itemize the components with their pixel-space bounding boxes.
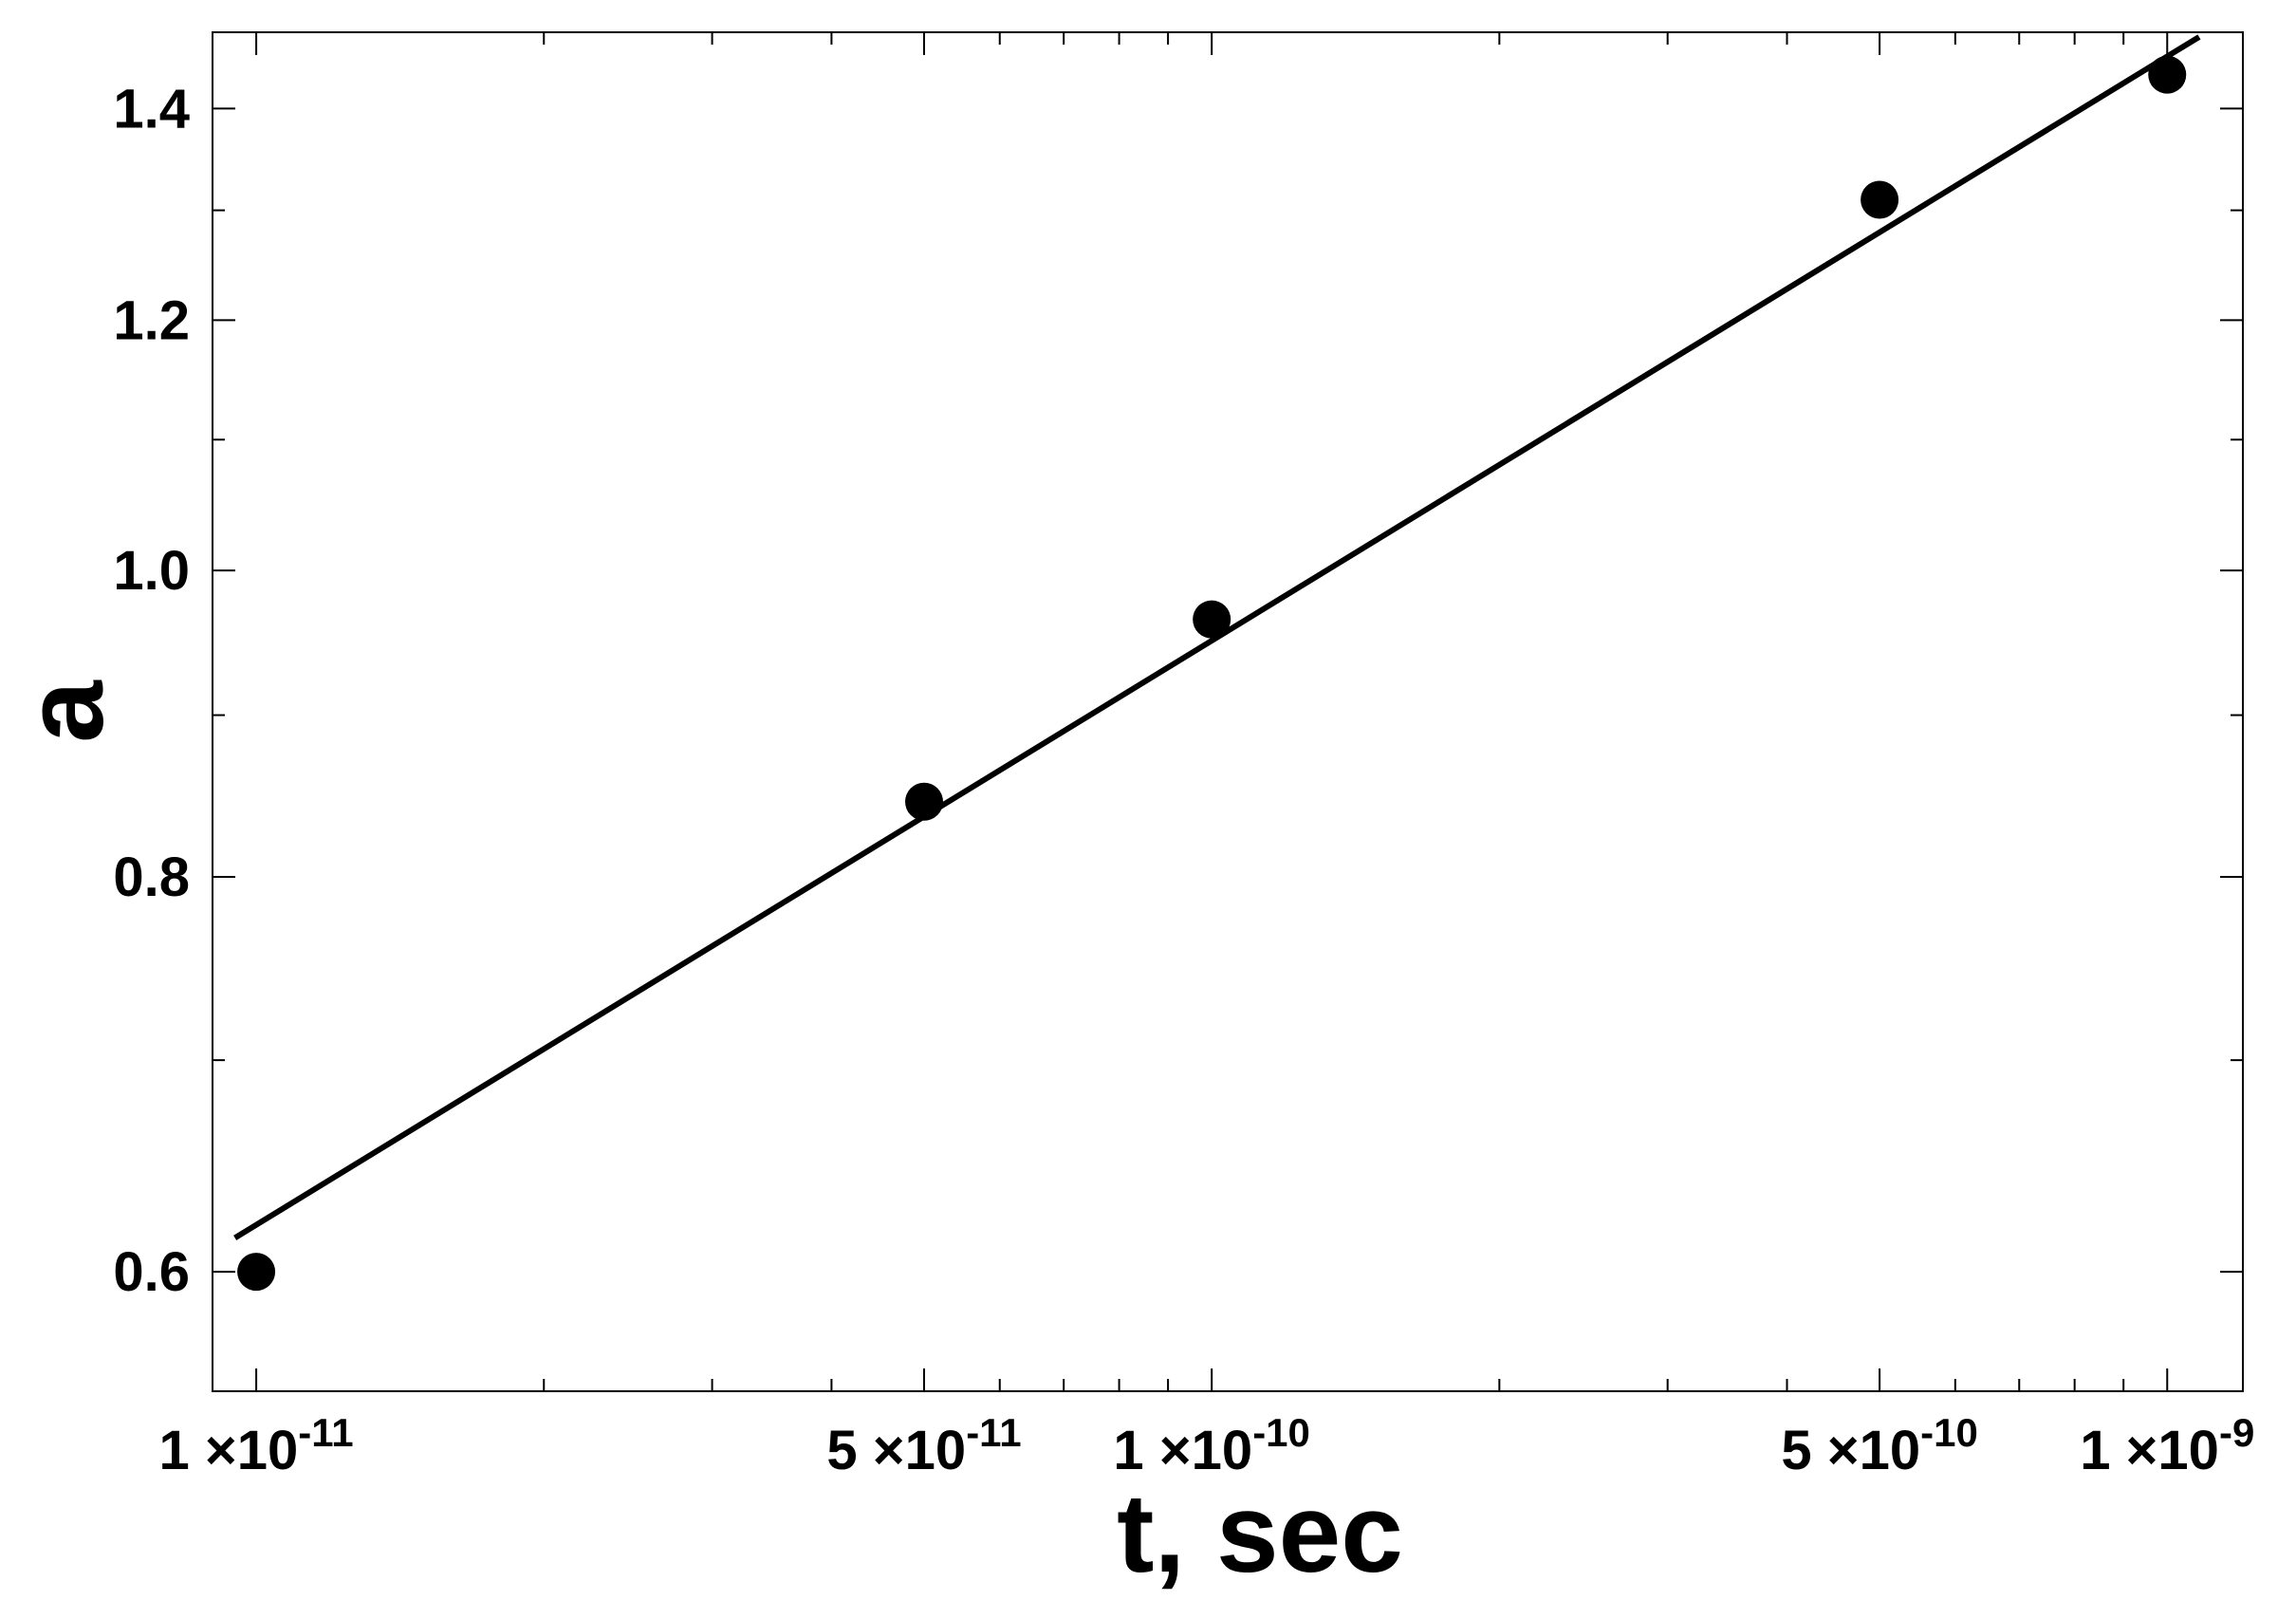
- x-tick-label: 1 ×10-11: [159, 1410, 354, 1481]
- y-tick-label: 1.2: [113, 289, 190, 351]
- data-point: [1193, 600, 1231, 639]
- plot-frame: [212, 31, 2244, 1392]
- x-tick-label: 5 ×10-11: [826, 1410, 1021, 1481]
- data-point: [905, 782, 944, 821]
- x-tick-label: 1 ×10-10: [1113, 1410, 1309, 1481]
- y-tick-labels: 0.6 0.8 1.0 1.2 1.4: [113, 78, 190, 1303]
- y-axis-label: a: [2, 679, 127, 743]
- data-point: [237, 1253, 276, 1292]
- y-tick-label: 0.8: [113, 847, 190, 908]
- tick-marks: [212, 32, 2243, 1391]
- y-tick-label: 0.6: [113, 1241, 190, 1303]
- x-tick-label: 1 ×10-9: [2080, 1410, 2254, 1481]
- data-layer: [233, 34, 2201, 1292]
- data-point: [1861, 180, 1899, 219]
- data-point: [2148, 55, 2187, 94]
- y-tick-label: 1.4: [113, 78, 190, 140]
- y-tick-label: 1.0: [113, 540, 190, 602]
- x-tick-label: 5 ×10-10: [1781, 1410, 1977, 1481]
- x-axis-label: t, sec: [1117, 1471, 1403, 1596]
- x-tick-labels: 1 ×10-11 5 ×10-11 1 ×10-10 5 ×10-10 1 ×10-9: [159, 1410, 2255, 1481]
